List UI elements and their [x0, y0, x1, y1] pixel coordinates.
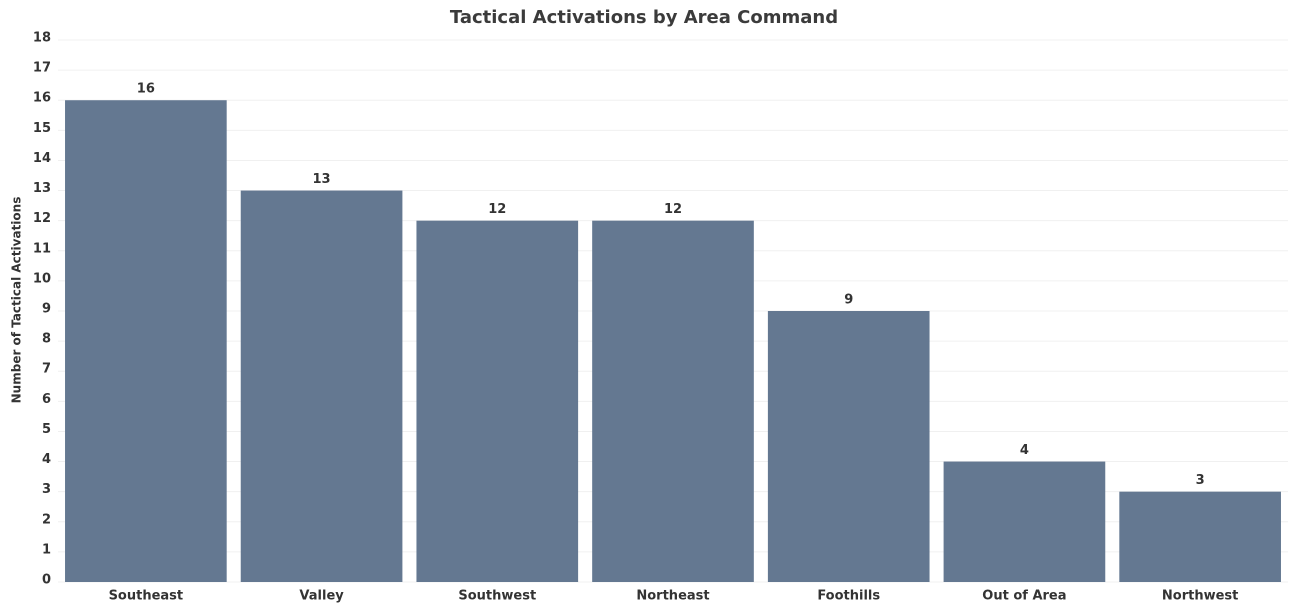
- bar: [592, 220, 754, 582]
- y-tick-label: 4: [42, 452, 51, 467]
- y-tick-label: 9: [42, 302, 51, 317]
- x-tick-label: Out of Area: [982, 589, 1066, 604]
- data-label: 12: [664, 202, 682, 217]
- bar: [767, 311, 930, 582]
- y-tick-label: 11: [33, 241, 51, 256]
- data-label: 9: [844, 293, 853, 308]
- data-label: 13: [313, 172, 331, 187]
- y-tick-label: 14: [33, 151, 51, 166]
- y-tick-label: 12: [33, 211, 51, 226]
- data-label: 3: [1196, 473, 1205, 488]
- data-label: 4: [1020, 443, 1029, 458]
- y-tick-label: 13: [33, 181, 51, 196]
- x-tick-label: Southwest: [458, 589, 536, 604]
- x-tick-label: Northeast: [636, 589, 709, 604]
- data-label: 16: [137, 82, 155, 97]
- x-tick-label: Foothills: [817, 589, 880, 604]
- bar: [240, 190, 403, 583]
- y-tick-label: 17: [33, 61, 51, 76]
- y-axis-label: Number of Tactical Activations: [10, 197, 24, 404]
- data-label: 12: [488, 202, 506, 217]
- y-tick-label: 15: [33, 121, 51, 136]
- x-tick-label: Northwest: [1162, 589, 1238, 604]
- x-tick-label: Valley: [299, 589, 344, 604]
- y-tick-label: 18: [33, 31, 51, 46]
- y-tick-label: 5: [42, 422, 51, 437]
- y-tick-label: 7: [42, 362, 51, 377]
- bar: [65, 100, 227, 582]
- bar: [943, 461, 1106, 582]
- bar: [416, 220, 579, 582]
- y-tick-label: 8: [42, 332, 51, 347]
- bar: [1119, 491, 1281, 582]
- y-tick-label: 10: [33, 271, 51, 286]
- y-tick-label: 2: [42, 512, 51, 527]
- y-tick-label: 16: [33, 91, 51, 106]
- y-tick-label: 3: [42, 482, 51, 497]
- y-tick-label: 6: [42, 392, 51, 407]
- chart-title: Tactical Activations by Area Command: [450, 7, 838, 28]
- x-tick-label: Southeast: [109, 589, 184, 604]
- y-tick-label: 1: [42, 542, 51, 557]
- y-tick-label: 0: [42, 573, 51, 588]
